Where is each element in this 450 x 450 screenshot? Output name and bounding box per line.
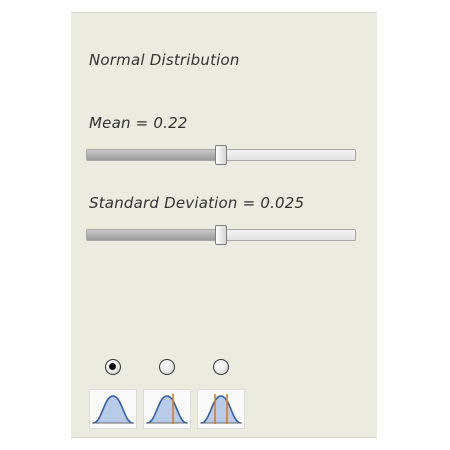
- panel-title: Normal Distribution: [89, 51, 240, 69]
- normal-curve-right-line-icon: [146, 394, 188, 424]
- mean-slider[interactable]: [86, 145, 356, 165]
- view-option-radio-2[interactable]: [159, 359, 175, 375]
- view-option-radio-3[interactable]: [213, 359, 229, 375]
- standard-deviation-label: Standard Deviation = 0.025: [89, 194, 305, 212]
- standard-deviation-slider-thumb[interactable]: [215, 225, 227, 245]
- normal-curve-icon: [92, 395, 134, 424]
- normal-curve-two-lines-icon: [200, 394, 242, 424]
- standard-deviation-slider[interactable]: [86, 225, 356, 245]
- view-option-button-2[interactable]: [143, 389, 191, 429]
- view-option-radio-1[interactable]: [105, 359, 121, 375]
- mean-slider-fill: [87, 150, 220, 160]
- distribution-control-panel: Normal Distribution Mean = 0.22 Standard…: [71, 12, 377, 438]
- mean-slider-thumb[interactable]: [215, 145, 227, 165]
- view-option-button-1[interactable]: [89, 389, 137, 429]
- view-option-button-3[interactable]: [197, 389, 245, 429]
- mean-label: Mean = 0.22: [89, 114, 188, 132]
- standard-deviation-slider-fill: [87, 230, 220, 240]
